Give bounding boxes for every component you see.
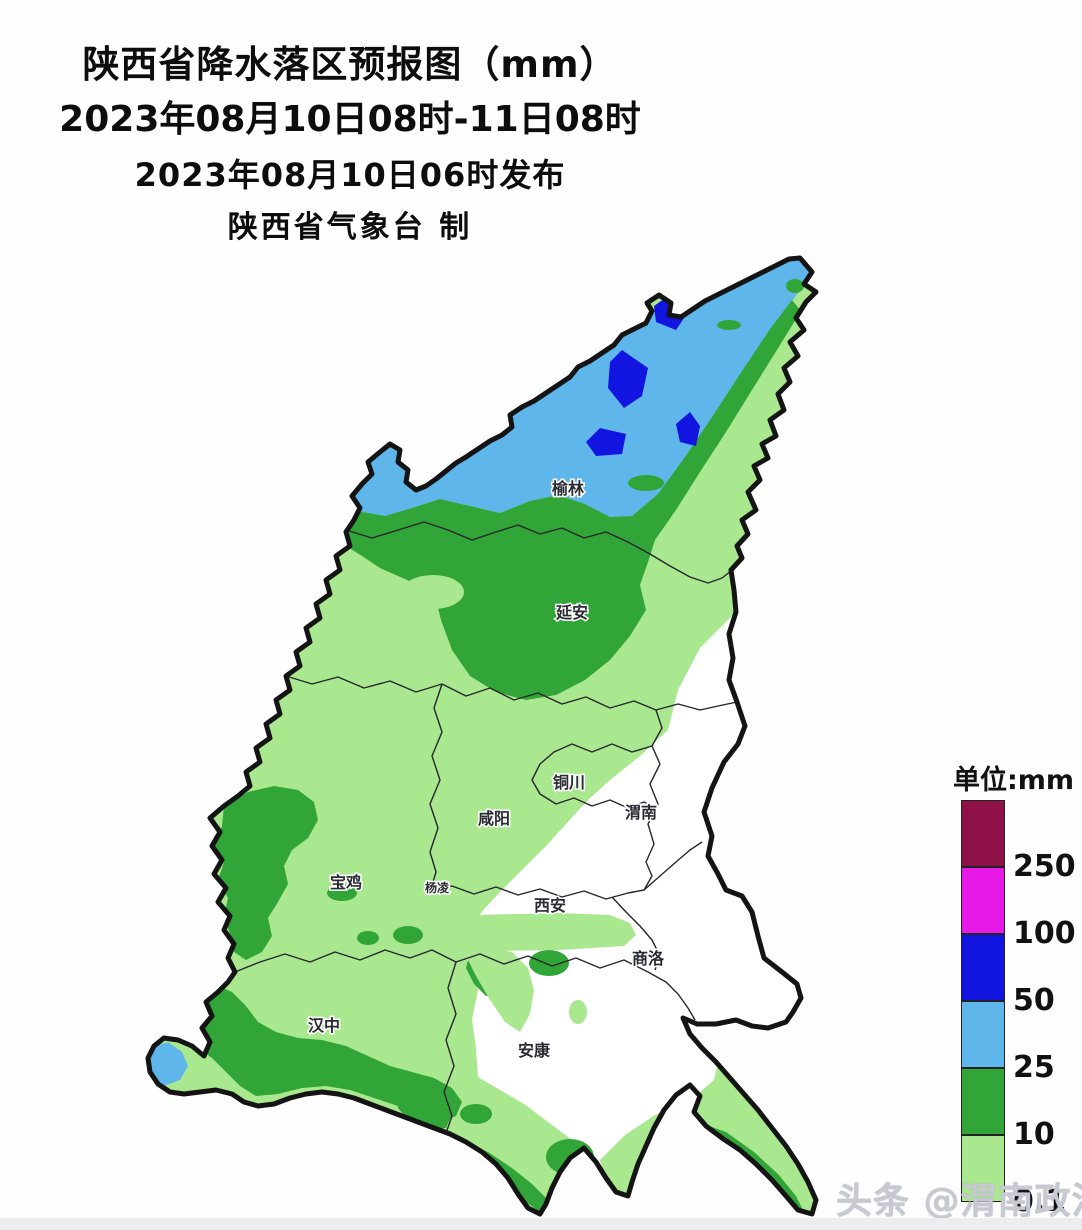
boundary-tongchuan	[531, 743, 657, 809]
rain-zone-10-25-dot	[460, 1104, 492, 1124]
rain-zone-25-50-sw-tip	[148, 1042, 188, 1086]
rain-zone-50-100-patch	[676, 412, 700, 446]
city-label-weinan: 渭南	[625, 803, 657, 822]
legend-label-0-1: 0.1	[1013, 1184, 1067, 1219]
boundary-xian-north	[429, 841, 703, 900]
rain-zone-0-10-overlays	[430, 913, 812, 1214]
legend-title: 单位:mm	[953, 765, 1075, 796]
city-label-shangluo: 商洛	[632, 949, 665, 968]
forecast-period: 2023年08月10日08时-11日08时	[59, 99, 641, 140]
bottom-strip	[0, 1218, 1082, 1230]
legend-swatch-10	[961, 1068, 1005, 1135]
city-label-yangling: 杨凌	[425, 880, 450, 895]
green-patch	[628, 475, 664, 491]
legend-label-10: 10	[1013, 1117, 1055, 1152]
green-patch	[717, 320, 741, 330]
rain-zone-50-100-patch	[586, 428, 626, 456]
rain-zone-10-25-baoji-nw	[214, 786, 318, 960]
rain-zone-50-100-patch	[608, 350, 648, 408]
legend-swatch-100	[961, 867, 1005, 934]
rain-zone-10-25-dot	[393, 926, 423, 944]
issue-time: 2023年08月10日06时发布	[134, 156, 566, 194]
legend-swatch-25	[961, 1001, 1005, 1068]
rain-zone-0-10-qinling-band	[430, 913, 636, 952]
legend-swatch-0-1	[961, 1135, 1005, 1202]
boundary-qinling	[234, 949, 696, 1021]
boundary-hanzhong-ankang	[443, 961, 457, 1134]
rain-zone-10-25-in-blue	[628, 279, 804, 491]
rain-zone-10-25-dot	[327, 885, 357, 901]
boundary-xian-shangluo	[611, 896, 661, 971]
legend-swatch-250	[961, 800, 1005, 867]
rain-zone-10-25-dot	[529, 950, 569, 976]
rain-zone-10-25-hanzhong	[154, 984, 462, 1122]
legend-label-250: 250	[1013, 849, 1076, 884]
boundary-yanan-south	[285, 675, 738, 711]
issuing-agency: 陕西省气象台 制	[227, 210, 473, 245]
boundary-weinan-west	[643, 709, 663, 891]
city-labels: 榆林 延安 铜川 渭南 咸阳 宝鸡 杨凌 西安 商洛 汉中 安康	[306, 478, 666, 1062]
legend-label-100: 100	[1013, 916, 1076, 951]
rain-zone-0-10-hole	[402, 575, 464, 609]
watermark: 头条 @渭南政法	[836, 1181, 1082, 1222]
green-patch	[786, 279, 804, 293]
city-label-yulin: 榆林	[552, 479, 584, 498]
rain-zone-50-100-group	[586, 296, 700, 456]
map-title: 陕西省降水落区预报图（mm）	[82, 43, 618, 86]
boundary-yulin-south	[345, 521, 732, 584]
city-label-hanzhong: 汉中	[308, 1016, 340, 1035]
city-label-ankang: 安康	[518, 1041, 551, 1060]
city-label-xian: 西安	[534, 896, 566, 915]
city-label-yanan: 延安	[555, 603, 588, 622]
boundary-baoji-xianyang	[429, 683, 443, 893]
rain-zone-0-10-tongue	[462, 938, 534, 1032]
city-label-xianyang: 咸阳	[478, 809, 510, 828]
city-boundaries	[234, 521, 738, 1134]
city-label-tongchuan: 铜川	[553, 773, 585, 792]
city-label-baoji: 宝鸡	[330, 873, 362, 892]
legend-label-50: 50	[1013, 983, 1055, 1018]
rain-zone-10-25-dot	[357, 931, 379, 945]
legend-label-25: 25	[1013, 1050, 1055, 1085]
rain-zone-0-10-se-lobe	[600, 1090, 812, 1214]
rain-zone-0-10-dot	[569, 1000, 587, 1024]
legend-swatch-50	[961, 934, 1005, 1001]
